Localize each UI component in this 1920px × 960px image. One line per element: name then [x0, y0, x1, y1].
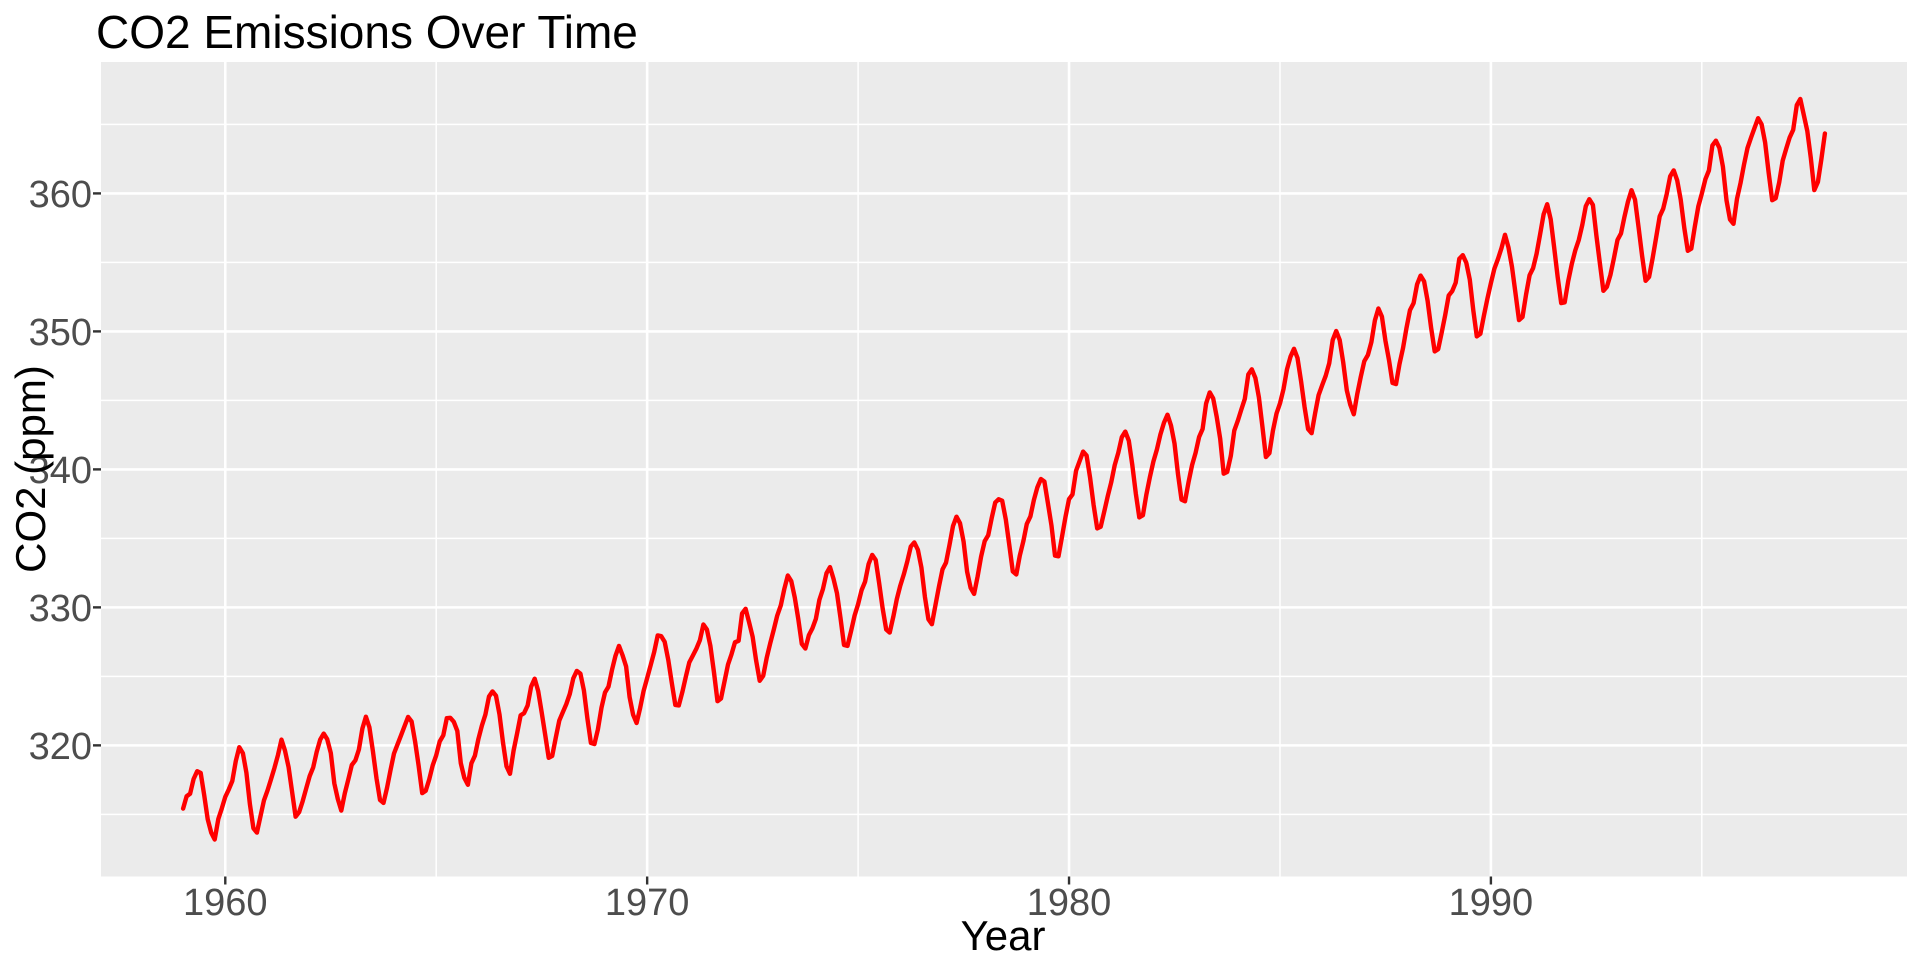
x-tick-label: 1960	[183, 882, 268, 924]
series-line-co2	[180, 96, 1828, 842]
y-tick-label: 330	[29, 588, 92, 630]
y-tick-label: 360	[29, 174, 92, 216]
y-tick-label: 320	[29, 726, 92, 768]
x-tick-label: 1980	[1027, 882, 1112, 924]
y-tick-label: 350	[29, 312, 92, 354]
y-axis-title: CO2 (ppm)	[7, 365, 54, 573]
x-tick-label: 1990	[1449, 882, 1534, 924]
chart-title: CO2 Emissions Over Time	[96, 6, 638, 58]
y-tick-label: 340	[29, 450, 92, 492]
x-axis-title: Year	[960, 912, 1046, 959]
x-tick-label: 1970	[605, 882, 690, 924]
